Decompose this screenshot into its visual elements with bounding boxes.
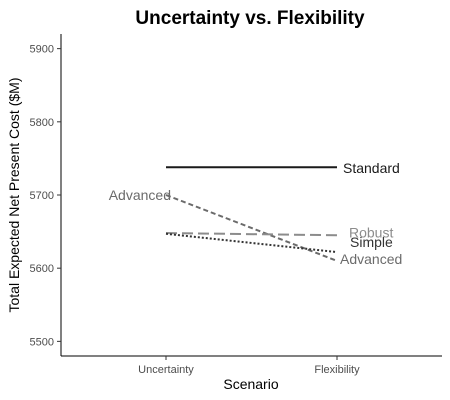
series-line-robust — [166, 233, 337, 235]
series-line-advanced — [166, 195, 337, 261]
y-tick-label: 5500 — [30, 336, 54, 348]
y-tick-label: 5900 — [30, 44, 54, 56]
x-tick-label: Uncertainty — [138, 364, 194, 376]
x-ticks: Uncertainty Flexibility — [138, 356, 360, 376]
x-axis-title: Scenario — [223, 376, 278, 392]
series-lines — [166, 167, 337, 261]
series-label-advanced-start: Advanced — [109, 187, 171, 203]
y-ticks: 5500 5600 5700 5800 5900 — [30, 44, 61, 349]
y-tick-label: 5800 — [30, 117, 54, 129]
x-tick-label: Flexibility — [314, 364, 360, 376]
y-tick-label: 5600 — [30, 263, 54, 275]
series-label-standard: Standard — [343, 160, 400, 176]
y-tick-label: 5700 — [30, 190, 54, 202]
chart-title: Uncertainty vs. Flexibility — [135, 8, 365, 29]
series-label-advanced: Advanced — [340, 251, 402, 267]
y-axis-title: Total Expected Net Present Cost ($M) — [6, 78, 22, 313]
series-line-simple — [166, 234, 337, 252]
series-label-simple: Simple — [350, 234, 393, 250]
